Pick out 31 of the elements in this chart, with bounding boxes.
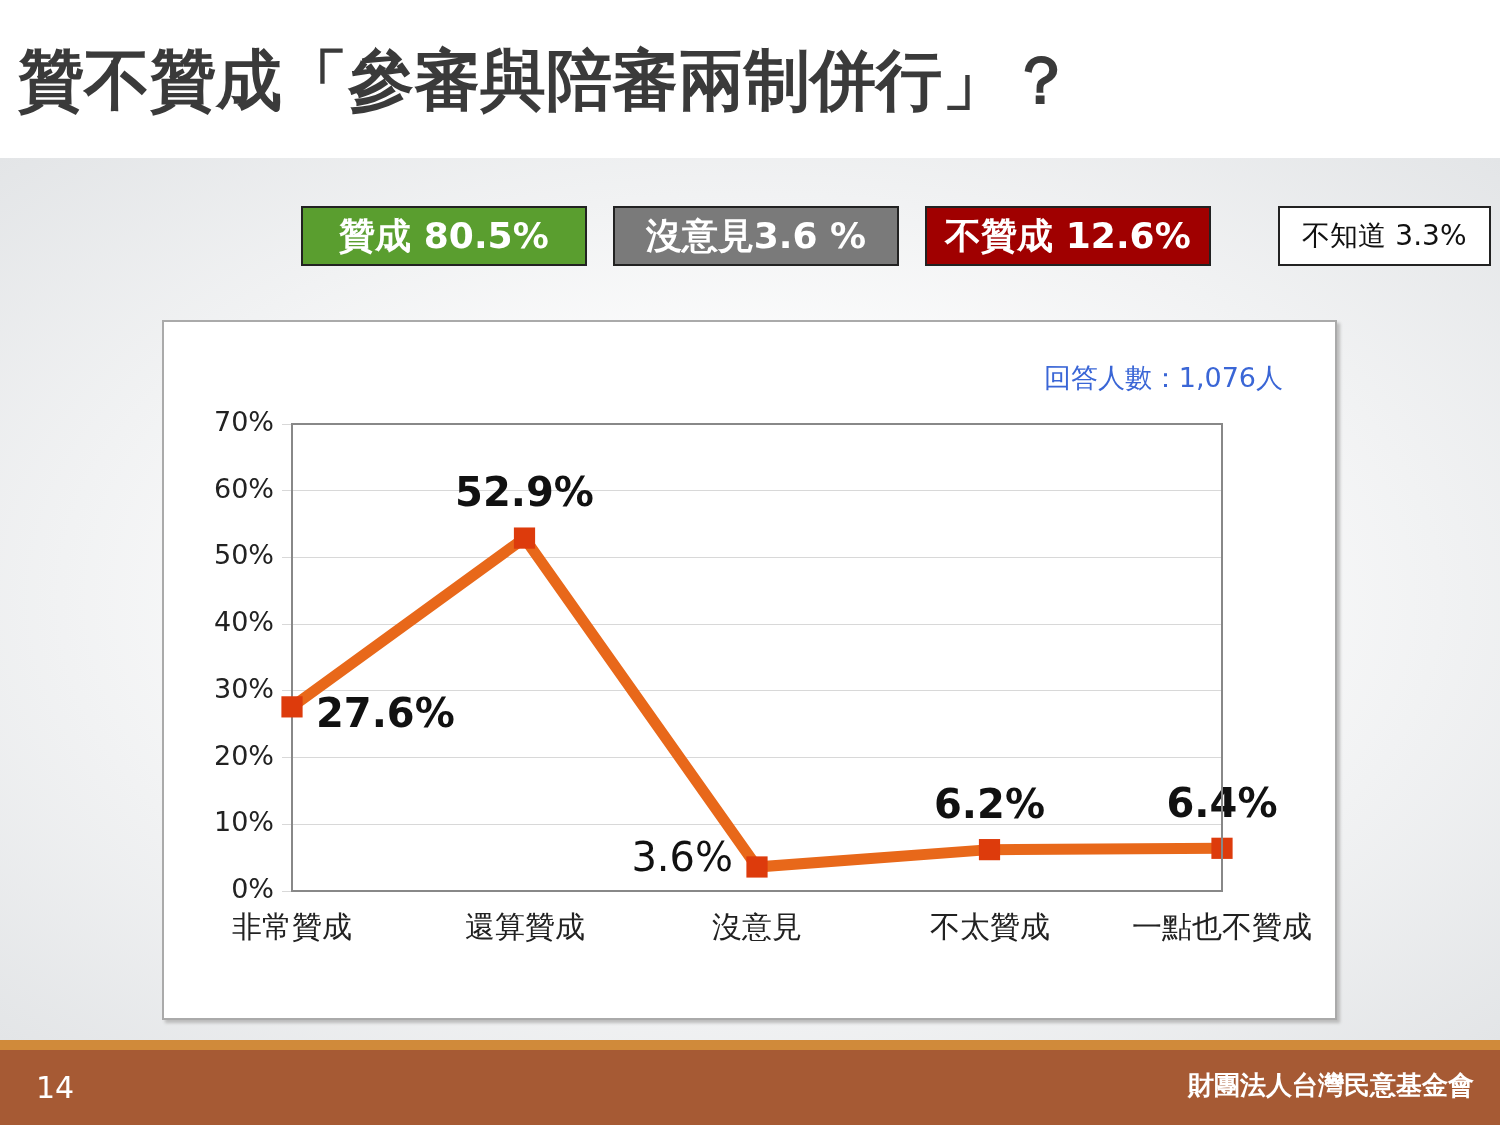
text: 回答人數：1,076人 [1043,361,1283,395]
text: 14 [36,1070,75,1105]
text: 不贊成 12.6% [925,206,1211,266]
y-tick-label: 20% [213,739,274,771]
data-label: 6.4% [1166,779,1278,826]
y-tick-label: 30% [213,672,274,704]
point [746,856,768,878]
x-tick-label: 還算贊成 [464,908,585,944]
point [281,696,303,718]
point [1211,837,1233,859]
data-label: 3.6% [631,834,733,881]
y-tick-label: 0% [231,873,274,905]
y-tick-label: 60% [213,472,274,504]
data-label: 6.2% [934,781,1045,828]
point [978,839,1001,861]
y-tick-label: 70% [213,406,274,438]
x-tick-label: 一點也不贊成 [1132,908,1312,944]
chart-title: 贊不贊成「參審與陪審兩制併行」？ [18,41,1074,121]
point [513,527,536,549]
data-label: 52.9% [455,469,594,516]
x-tick-label: 不太贊成 [929,908,1050,944]
data-label: 27.6% [316,690,455,737]
y-tick-label: 10% [213,806,274,838]
y-tick-label: 50% [213,539,274,571]
text: 贊成 80.5% [301,206,587,266]
text: 財團法人台灣民意基金會 [1188,1069,1474,1102]
text: 沒意見3.6 % [613,206,899,266]
y-tick-label: 40% [213,606,274,638]
text: 不知道 3.3% [1278,206,1491,266]
x-tick-label: 沒意見 [712,908,802,944]
x-tick-label: 非常贊成 [232,908,352,944]
